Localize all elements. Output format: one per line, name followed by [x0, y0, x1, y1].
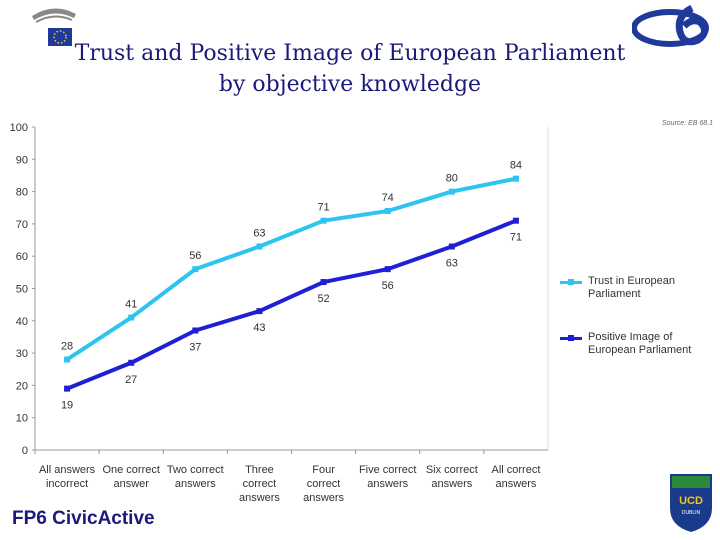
- x-category-label: incorrect: [46, 478, 88, 490]
- data-point-image: [256, 308, 263, 315]
- y-tick-label: 50: [16, 284, 28, 296]
- series-line-image: [66, 218, 517, 391]
- x-category-label: Three: [245, 464, 274, 476]
- legend-label-trust-line-1: Trust in European: [588, 275, 676, 287]
- x-category-label: All correct: [491, 464, 540, 476]
- x-category-label: answers: [431, 478, 472, 490]
- data-label-image: 71: [510, 232, 522, 244]
- legend-swatch-trust: [560, 279, 582, 285]
- data-point-image: [192, 327, 199, 334]
- eu-parliament-logo-icon: [32, 8, 76, 46]
- legend-label-image-line-2: European Parliament: [588, 344, 692, 356]
- data-point-trust: [128, 314, 135, 321]
- x-category-label: Five correct: [359, 464, 416, 476]
- legend-item-trust: Trust in European Parliament: [560, 275, 708, 301]
- y-tick-label: 80: [16, 187, 28, 199]
- y-tick-label: 90: [16, 154, 28, 166]
- ucd-crest-subtext: DUBLIN: [682, 510, 701, 516]
- data-label-trust: 74: [382, 192, 394, 204]
- y-tick-label: 20: [16, 380, 28, 392]
- y-tick-label: 10: [16, 413, 28, 425]
- data-point-image: [448, 243, 455, 250]
- source-note: Source: EB 68.1: [662, 120, 713, 127]
- series-line-trust: [65, 176, 517, 362]
- title-line-1: Trust and Positive Image of European Par…: [74, 41, 626, 66]
- brand-fp6: FP6: [12, 508, 47, 529]
- y-tick-label: 30: [16, 348, 28, 360]
- data-label-image: 19: [61, 400, 73, 412]
- legend-label-trust-line-2: Parliament: [588, 288, 641, 300]
- data-label-trust: 28: [61, 341, 73, 353]
- legend-label-image-line-1: Positive Image of: [588, 331, 673, 343]
- data-point-image: [128, 359, 135, 366]
- brand-active: Active: [97, 508, 155, 529]
- line-chart: 0 10 20 30 40 50 60 70 80 90 100 All answers incorre…: [10, 122, 549, 504]
- data-point-image: [384, 266, 391, 273]
- page-title: Trust and Positive Image of European Par…: [60, 38, 640, 100]
- data-label-trust: 80: [446, 173, 458, 185]
- x-category-label: answers: [175, 478, 216, 490]
- data-point-image: [64, 385, 71, 392]
- x-category-label: Six correct: [426, 464, 478, 476]
- data-label-trust: 63: [253, 228, 265, 240]
- brand-civic: Civic: [52, 508, 98, 529]
- data-point-trust: [192, 266, 199, 273]
- x-category-label: answer: [113, 478, 149, 490]
- y-tick-label: 0: [22, 445, 28, 457]
- data-point-trust: [320, 217, 327, 224]
- data-label-image: 63: [446, 258, 458, 270]
- x-category-label: answers: [239, 492, 280, 504]
- data-label-image: 43: [253, 322, 265, 334]
- x-category-label: Four: [312, 464, 335, 476]
- data-point-image: [320, 279, 327, 286]
- data-point-trust: [256, 243, 263, 250]
- x-category-label: Two correct: [167, 464, 224, 476]
- data-label-trust: 71: [317, 202, 329, 214]
- data-label-trust: 84: [510, 160, 522, 172]
- y-tick-label: 40: [16, 316, 28, 328]
- x-category-label: correct: [307, 478, 341, 490]
- y-tick-label: 100: [10, 122, 28, 134]
- data-label-trust: 41: [125, 299, 137, 311]
- data-point-trust: [384, 207, 391, 214]
- fp6-civicactive-brand: FP6 CivicActive: [12, 508, 155, 530]
- data-label-image: 37: [189, 341, 201, 353]
- legend-swatch-image: [560, 335, 582, 341]
- data-label-image: 27: [125, 374, 137, 386]
- ucd-crest-text: UCD: [679, 495, 703, 507]
- x-category-label: answers: [367, 478, 408, 490]
- y-tick-label: 60: [16, 251, 28, 263]
- chart-legend: Trust in European Parliament Positive Im…: [560, 275, 708, 387]
- legend-item-image: Positive Image of European Parliament: [560, 331, 708, 357]
- fp6-logo-icon: [632, 4, 709, 47]
- data-point-trust: [64, 356, 71, 363]
- title-line-2: by objective knowledge: [218, 72, 482, 97]
- data-point-trust: [448, 188, 455, 195]
- data-point-trust: [512, 175, 519, 182]
- x-category-label: answers: [495, 478, 536, 490]
- y-tick-label: 70: [16, 219, 28, 231]
- ucd-dublin-crest-icon: UCD DUBLIN: [670, 474, 712, 532]
- data-label-image: 56: [382, 280, 394, 292]
- data-label-image: 52: [317, 293, 329, 305]
- x-category-label: correct: [243, 478, 277, 490]
- x-category-label: answers: [303, 492, 344, 504]
- x-category-label: All answers: [39, 464, 96, 476]
- x-category-label: One correct: [102, 464, 159, 476]
- data-point-image: [512, 217, 519, 224]
- data-label-trust: 56: [189, 250, 201, 262]
